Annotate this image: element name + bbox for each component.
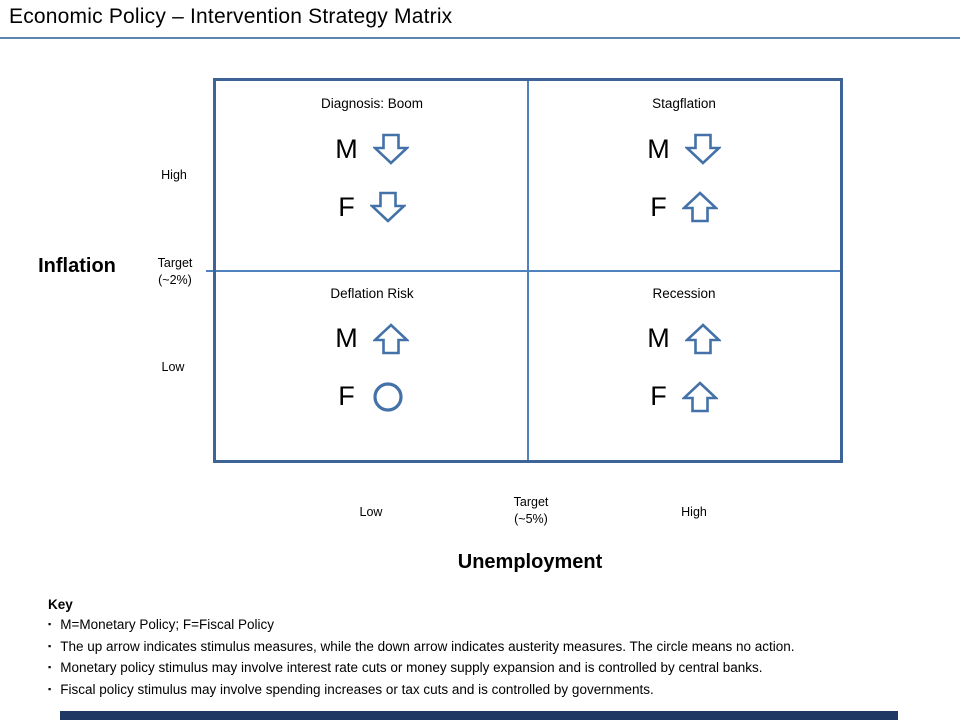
footer-accent-bar [60,711,898,720]
quadrant-label: Diagnosis: Boom [320,96,424,111]
bullet-icon: ▪ [48,619,52,629]
up-arrow-icon [681,191,718,223]
key-heading: Key [48,597,73,612]
list-item: ▪ The up arrow indicates stimulus measur… [48,638,795,656]
x-tick-high: High [681,505,707,519]
monetary-policy-row: M [335,322,409,355]
quadrant-label: Deflation Risk [330,285,414,301]
list-item: ▪ Fiscal policy stimulus may involve spe… [48,681,795,699]
bullet-icon: ▪ [48,683,52,694]
monetary-label: M [335,133,358,164]
quadrant-stagflation: Stagflation M F [528,81,840,271]
monetary-policy-row: M [647,322,721,355]
monetary-label: M [647,133,670,164]
up-arrow-icon [681,380,718,413]
up-arrow-icon [684,322,721,355]
fiscal-label: F [650,381,667,411]
quadrant-boom: Diagnosis: Boom M F [216,81,528,271]
bullet-icon: ▪ [48,640,52,651]
no-action-circle-icon [370,381,406,413]
fiscal-label: F [338,191,355,222]
down-arrow-icon [684,133,721,165]
key-bullet-text: Monetary policy stimulus may involve int… [60,660,763,676]
fiscal-label: F [650,191,667,222]
y-axis-title: Inflation [38,255,116,277]
fiscal-policy-row: F [650,191,718,223]
quadrant-label: Stagflation [652,96,716,111]
y-tick-target: Target (~2%) [157,256,193,287]
quadrant-deflation-risk: Deflation Risk M F [216,271,528,461]
down-arrow-icon [372,133,409,165]
fiscal-policy-row: F [650,380,718,413]
up-arrow-icon [372,322,409,355]
matrix-horizontal-divider [216,269,840,272]
quadrant-label: Recession [652,285,716,301]
monetary-label: M [647,323,670,353]
x-tick-low: Low [359,505,383,519]
key-bullet-text: The up arrow indicates stimulus measures… [60,638,795,654]
list-item: ▪ M=Monetary Policy; F=Fiscal Policy [48,616,795,634]
strategy-matrix: Diagnosis: Boom M F Stagflation [206,78,843,463]
y-tick-low: Low [161,360,185,374]
fiscal-policy-row: F [338,191,406,223]
key-legend: Key ▪ M=Monetary Policy; F=Fiscal Policy… [48,597,795,698]
fiscal-label: F [338,381,355,411]
bullet-icon: ▪ [48,662,52,673]
monetary-policy-row: M [335,133,409,165]
key-bullet-text: Fiscal policy stimulus may involve spend… [60,681,654,697]
key-bullet-text: M=Monetary Policy; F=Fiscal Policy [60,617,275,632]
page-title: Economic Policy – Intervention Strategy … [9,5,453,28]
y-tick-high: High [161,168,187,182]
quadrant-recession: Recession M F [528,271,840,461]
list-item: ▪ Monetary policy stimulus may involve i… [48,659,795,677]
monetary-policy-row: M [647,133,721,165]
title-underline [0,37,960,39]
monetary-label: M [335,323,358,353]
down-arrow-icon [369,191,406,223]
inflation-target-tick [206,269,213,272]
x-axis-title: Unemployment [457,551,603,573]
x-tick-target: Target (~5%) [513,495,549,526]
fiscal-policy-row: F [338,381,406,413]
